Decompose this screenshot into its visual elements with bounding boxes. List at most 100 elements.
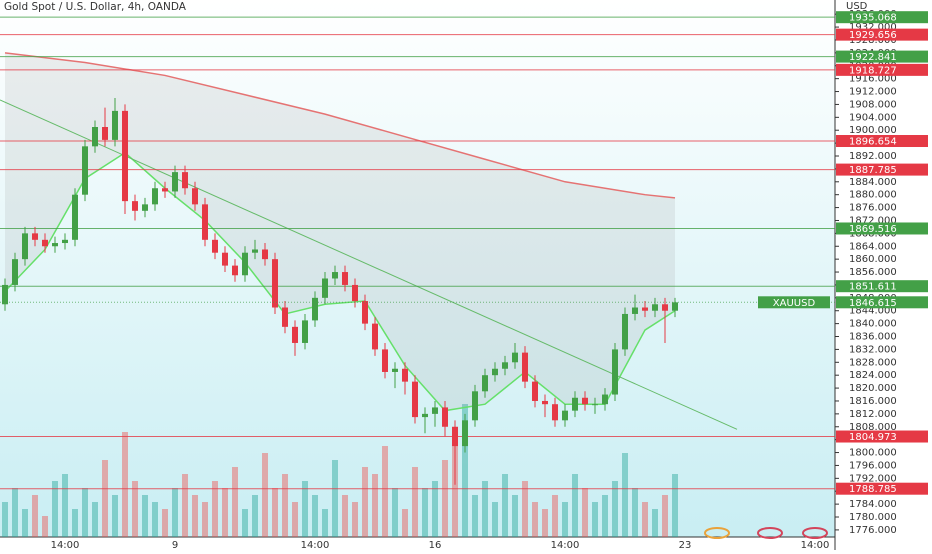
candle-body: [192, 188, 198, 205]
candle-body: [112, 110, 118, 140]
y-tick-label: 1860.000: [849, 254, 897, 265]
candle-body: [322, 278, 328, 298]
candle-body: [582, 397, 588, 405]
volume-bar: [612, 481, 618, 537]
candle-body: [662, 304, 668, 311]
candle-body: [562, 410, 568, 421]
icon[interactable]: [802, 527, 828, 539]
chart-title: Gold Spot / U.S. Dollar, 4h, OANDA: [4, 1, 187, 13]
candle-body: [502, 362, 508, 369]
candle-body: [522, 352, 528, 382]
level-tag: [836, 222, 928, 235]
volume-bar: [402, 509, 408, 537]
volume-bar: [382, 446, 388, 537]
volume-bar: [562, 502, 568, 537]
volume-bar: [12, 488, 18, 537]
candle-body: [532, 381, 538, 401]
volume-bar: [432, 481, 438, 537]
volume-bar: [442, 460, 448, 537]
x-tick-label: 14:00: [301, 540, 330, 550]
candle-body: [302, 320, 308, 343]
volume-bar: [492, 502, 498, 537]
y-tick-label: 1872.000: [849, 215, 897, 226]
volume-bar: [282, 474, 288, 537]
y-tick-label: 1864.000: [849, 241, 897, 252]
y-tick-label: 1844.000: [849, 306, 897, 317]
volume-bar: [542, 509, 548, 537]
candle-body: [382, 349, 388, 372]
candle-body: [82, 146, 88, 195]
candle-body: [402, 368, 408, 382]
y-tick-label: 1932.000: [849, 22, 897, 33]
volume-bar: [522, 481, 528, 537]
toolbar-icons[interactable]: [704, 527, 828, 539]
volume-bar: [182, 474, 188, 537]
x-tick-label: 14:00: [551, 540, 580, 550]
volume-bar: [352, 502, 358, 537]
volume-bar: [162, 509, 168, 537]
candle-body: [552, 404, 558, 421]
volume-bar: [2, 502, 8, 537]
volume-bar: [52, 481, 58, 537]
candle-body: [52, 243, 58, 247]
level-tag: [836, 28, 928, 41]
y-tick-label: 1836.000: [849, 332, 897, 343]
candle-body: [72, 194, 78, 240]
level-tag: [836, 430, 928, 443]
last-price-label: 1846.615: [849, 298, 897, 309]
level-label: 1929.656: [849, 30, 897, 41]
ma-slow: [4, 52, 676, 199]
candle-body: [102, 126, 108, 140]
x-tick-label: 14:00: [801, 540, 830, 550]
volume-bar: [242, 509, 248, 537]
y-tick-label: 1916.000: [849, 74, 897, 85]
candle-body: [352, 284, 358, 302]
volume-bar: [142, 495, 148, 537]
volume-bar: [372, 474, 378, 537]
candle-body: [292, 326, 298, 343]
y-tick-label: 1904.000: [849, 112, 897, 123]
level-tag: [836, 11, 928, 24]
candle-body: [2, 284, 8, 305]
candle-body: [392, 368, 398, 372]
candle-body: [232, 265, 238, 276]
y-tick-label: 1808.000: [849, 422, 897, 433]
icon[interactable]: [704, 527, 730, 539]
volume-bar: [222, 488, 228, 537]
volume-bar: [642, 502, 648, 537]
candle-body: [32, 233, 38, 240]
candle-body: [312, 297, 318, 321]
ma-band: [5, 52, 675, 411]
level-label: 1851.611: [849, 282, 897, 293]
volume-bar: [422, 488, 428, 537]
volume-bar: [452, 439, 458, 537]
y-tick-label: 1876.000: [849, 203, 897, 214]
candle-body: [432, 407, 438, 414]
volume-bar: [502, 474, 508, 537]
candle-body: [272, 259, 278, 308]
volume-bar: [602, 495, 608, 537]
y-tick-label: 1908.000: [849, 99, 897, 110]
y-tick-label: 1796.000: [849, 460, 897, 471]
candle-body: [542, 400, 548, 405]
symbol-label: XAUUSD: [773, 298, 816, 309]
candle-body: [252, 249, 258, 253]
volume-bar: [592, 502, 598, 537]
volume-bar: [512, 495, 518, 537]
candle-body: [632, 307, 638, 314]
level-tag: [836, 50, 928, 63]
y-tick-label: 1784.000: [849, 499, 897, 510]
y-tick-label: 1900.000: [849, 125, 897, 136]
candle-body: [652, 304, 658, 311]
last-price-tag: [836, 296, 928, 309]
level-label: 1788.785: [849, 484, 897, 495]
volume-bar: [132, 481, 138, 537]
candle-body: [512, 352, 518, 363]
volume-bar: [152, 502, 158, 537]
icon[interactable]: [757, 527, 783, 539]
volume-bar: [532, 502, 538, 537]
level-label: 1922.841: [849, 52, 897, 63]
volume-bar: [212, 481, 218, 537]
y-tick-label: 1800.000: [849, 448, 897, 459]
